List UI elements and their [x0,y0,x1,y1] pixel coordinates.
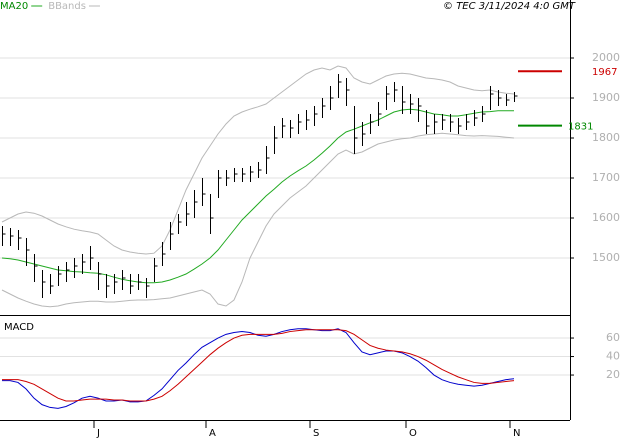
y-tick-label: 1600 [592,211,620,224]
y-tick-label: 40 [606,350,620,363]
y-tick-label: 1800 [592,131,620,144]
y-tick-label: 60 [606,331,620,344]
x-tick-label: A [209,428,216,439]
x-tick-label: N [513,428,520,439]
y-tick-label: 1900 [592,91,620,104]
bband-lower [1,132,515,308]
y-tick-label: 1700 [592,171,620,184]
macd-line [2,329,515,402]
level-label: 1831 [568,122,593,133]
y-tick-label: 1500 [592,251,620,264]
bband-upper [1,65,515,255]
macd-line [2,328,515,409]
x-tick-label: O [409,428,417,439]
ma20-line [1,108,514,284]
level-label: 1967 [592,67,617,78]
legend-label: MA20 [0,1,28,12]
macd-title: MACD [4,322,34,333]
copyright: © TEC 3/11/2024 4:0 GMT [443,1,576,12]
y-tick-label: 2000 [592,51,620,64]
y-tick-label: 20 [606,368,620,381]
legend-label: BBands [48,1,86,12]
x-tick-label: J [96,428,100,439]
x-tick-label: S [313,428,319,439]
